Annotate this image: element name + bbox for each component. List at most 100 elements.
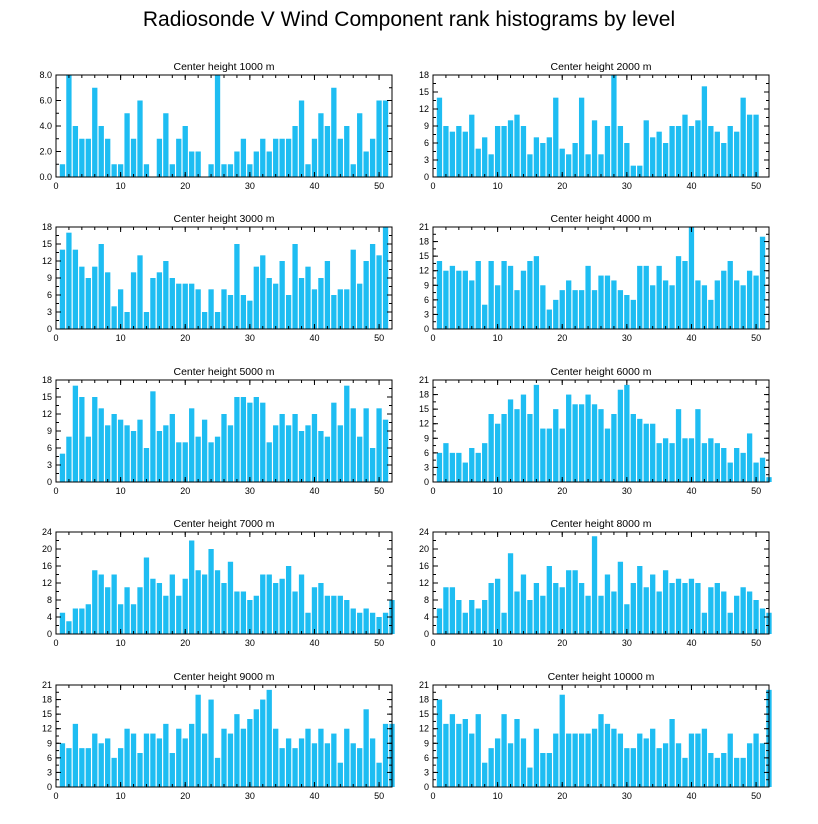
y-tick-label: 4.0 [39,121,52,131]
panel-7: Center height 7000 m 0 4 8 12 16 20 24 0 10 20 30 40… [42,518,395,648]
bar [156,583,163,634]
bar [66,621,72,634]
bar [311,414,318,482]
bar [546,753,552,787]
panel-title: Center height 1000 m [174,61,275,73]
bar [350,743,356,787]
bar [759,608,766,634]
bar [240,591,247,634]
bar [721,448,727,482]
bar [189,408,195,482]
y-tick-label: 20 [419,544,429,554]
bar [469,114,475,177]
bar [469,600,475,634]
bar [117,419,124,482]
bar [527,414,533,482]
x-tick-label: 0 [53,486,58,496]
bar [462,462,468,482]
bar [449,714,456,787]
panel-6: Center height 6000 m 0 3 6 9 12 15 18 21 0 10 20 30 4… [419,366,772,496]
bar [111,164,117,177]
bar [727,462,733,482]
bar [553,583,559,634]
bar [682,114,688,177]
bar [376,408,382,482]
bar [311,587,318,634]
y-tick-label: 21 [419,222,429,232]
bar [759,743,766,787]
bar [117,748,124,787]
bar [85,138,91,177]
bar [753,462,759,482]
bar [285,295,292,329]
bar [150,578,156,634]
bar [662,743,669,787]
x-tick-label: 40 [309,333,319,343]
bar [111,414,117,482]
bar [337,595,343,634]
bar [624,143,630,177]
bar [494,738,501,787]
bar [436,608,443,634]
bar [150,278,156,329]
bar [740,452,746,482]
bar [436,261,443,329]
bar [72,249,79,329]
bar [585,595,591,634]
bar [247,164,253,177]
panel-8: Center height 8000 m 0 4 8 12 16 20 24 0 10 20 30 40… [419,518,772,648]
bar [637,733,643,787]
bar [688,227,695,329]
bar [540,753,546,787]
panel-title: Center height 2000 m [551,61,652,73]
bar [324,126,331,177]
bar [59,743,66,787]
bar [189,723,195,787]
bar [279,138,285,177]
x-tick-label: 10 [116,638,126,648]
bar [475,452,481,482]
bar [124,587,130,634]
bar [507,553,514,634]
bar [156,138,163,177]
bar [746,114,753,177]
bar [273,138,279,177]
x-tick-label: 40 [309,791,319,801]
bar [169,164,175,177]
bar [105,272,111,329]
panel-4: Center height 4000 m 0 3 6 9 12 15 18 21 0 10 20 30 4… [419,213,770,343]
bar [311,743,318,787]
panel-title: Center height 6000 m [551,366,652,378]
bar [357,612,363,634]
bar [137,255,143,329]
bar [369,738,376,787]
bar [714,131,720,177]
bar [221,164,227,177]
bar [566,570,572,634]
bar [105,138,111,177]
bar [443,270,449,329]
y-tick-label: 12 [42,409,52,419]
bar [214,312,221,329]
y-tick-label: 6 [424,448,429,458]
bar [669,285,675,329]
x-tick-label: 30 [245,791,255,801]
bar [449,265,456,329]
bar [734,595,740,634]
bar [344,600,350,634]
x-tick-label: 0 [430,486,435,496]
bar [98,743,104,787]
x-tick-label: 10 [493,181,503,191]
bar [566,733,572,787]
bar [292,244,298,329]
bar [598,714,604,787]
y-tick-label: 21 [419,680,429,690]
bar [436,452,443,482]
bar [637,418,643,482]
x-tick-label: 40 [309,486,319,496]
bar [344,728,350,787]
bar [318,431,324,482]
bar [462,270,468,329]
bar [247,402,253,482]
y-tick-label: 6 [424,138,429,148]
